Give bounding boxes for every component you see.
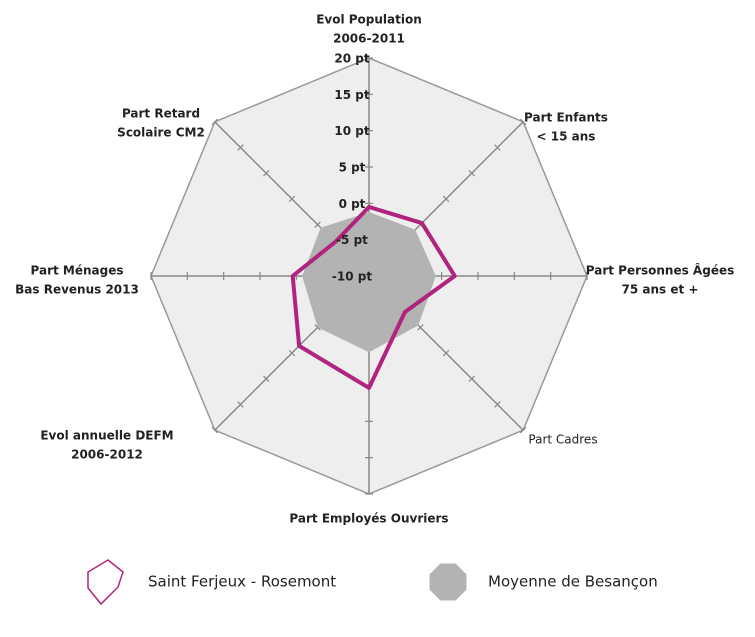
tick-mark	[211, 118, 219, 126]
tick-mark	[442, 349, 450, 357]
axis-label: 75 ans et +	[622, 283, 699, 297]
tick-mark	[494, 401, 501, 408]
axis-label: Part Employés Ouvriers	[289, 512, 448, 526]
legend-label: Saint Ferjeux - Rosemont	[148, 573, 336, 591]
tick-mark	[288, 195, 296, 203]
legend-swatch	[429, 563, 467, 601]
legend-swatch	[87, 559, 124, 606]
tick-label: -10 pt	[332, 270, 372, 284]
axis-label: Evol annuelle DEFM	[40, 429, 173, 443]
tick-mark	[468, 169, 476, 177]
tick-label: 20 pt	[334, 52, 369, 66]
tick-mark	[262, 169, 270, 177]
legend: Saint Ferjeux - Rosemont Moyenne de Besan…	[87, 559, 658, 606]
tick-mark	[262, 375, 270, 383]
tick-mark	[519, 118, 527, 126]
tick-mark	[288, 349, 296, 357]
tick-mark	[519, 426, 527, 434]
axis-label: 2006-2011	[333, 32, 405, 46]
axis-label: Part Enfants	[524, 111, 608, 125]
tick-mark	[417, 324, 424, 331]
tick-mark	[237, 144, 244, 151]
axis-label: < 15 ans	[537, 130, 596, 144]
tick-mark	[314, 221, 321, 228]
tick-mark	[468, 375, 476, 383]
axis-label: Part Ménages	[31, 264, 124, 278]
legend-label: Moyenne de Besançon	[488, 573, 658, 591]
axis-label: Part Retard	[122, 107, 200, 121]
tick-mark	[211, 426, 219, 434]
series-line	[290, 204, 457, 390]
tick-label: 10 pt	[334, 124, 369, 138]
axis-label: Part Cadres	[528, 433, 597, 447]
tick-label: 0 pt	[339, 197, 366, 211]
axis-label: Scolaire CM2	[117, 126, 205, 140]
axis-label: Bas Revenus 2013	[15, 283, 139, 297]
tick-label: 15 pt	[334, 88, 369, 102]
axis-label: Evol Population	[316, 13, 422, 27]
tick-mark	[494, 144, 501, 151]
tick-mark	[237, 401, 244, 408]
axis-label: 2006-2012	[71, 448, 143, 462]
tick-mark	[442, 195, 450, 203]
axis-label: Part Personnes Âgées	[586, 263, 734, 278]
tick-label: 5 pt	[339, 161, 366, 175]
tick-label: -5 pt	[336, 233, 368, 247]
